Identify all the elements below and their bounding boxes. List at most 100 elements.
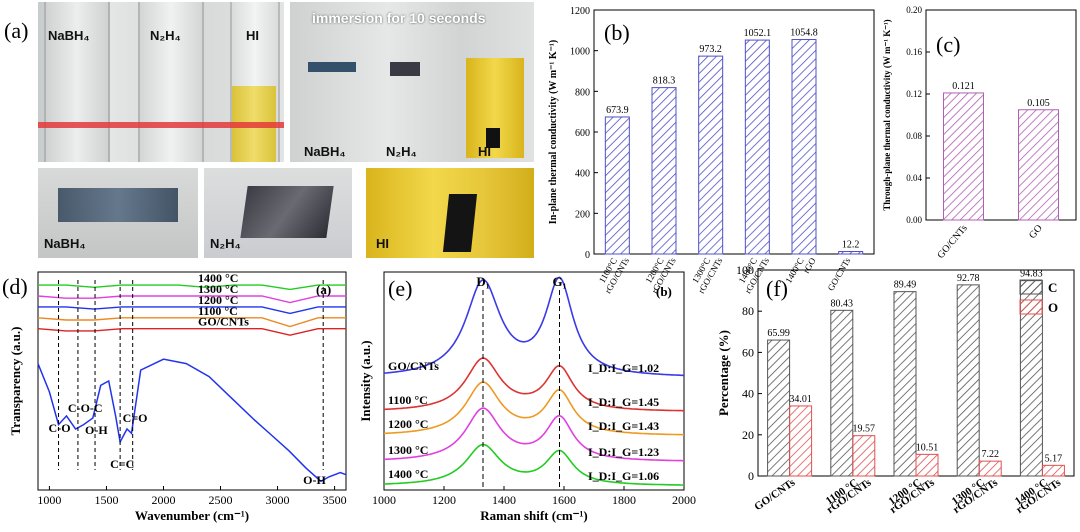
xtick-label: 1800 [612,493,636,507]
xtick-label: 1500 [94,493,118,507]
bar-value-label: 0.105 [1027,98,1050,109]
series-line [37,295,346,304]
xtick-label: 2000 [151,493,175,507]
chart-e: 1000 1200 1400 1600 1800 2000 GO/CNTs I_D:I_G=1… [358,271,696,523]
bar-value-label: 973.2 [699,44,722,55]
bar-value-label: 5.17 [1045,453,1063,464]
x-axis-label: Raman shift (cm⁻¹) [480,508,588,523]
ytick-label: 400 [575,169,590,180]
tube-label-n2h4: N₂H₄ [150,28,181,43]
bar-value-label: 19.57 [853,424,876,435]
y-axis-label: Through-plane thermal conductivity (W m⁻… [882,19,892,210]
immersion-title: immersion for 10 seconds [312,10,486,26]
ytick-label: 0.16 [906,47,922,57]
bar-f [852,435,876,477]
ytick-label: 1000 [570,47,590,58]
tube-label-hi: HI [246,28,259,43]
xtick-label: GO [1027,223,1045,241]
bar-value-label: 65.99 [767,328,790,339]
ratio-label: I_D:I_G=1.06 [588,469,659,483]
bar-c [943,92,984,221]
panel-label: (c) [936,32,960,57]
ratio-label: I_D:I_G=1.45 [588,395,659,409]
caption-n2h4: N₂H₄ [210,236,241,251]
panel-label: (b) [604,20,630,45]
annotation-label: C=O [123,411,148,425]
bar-b [838,251,864,255]
main-curve [37,358,347,483]
bar-value-label: 818.3 [653,76,676,87]
series-label: 1100 °C [388,393,428,407]
bar-value-label: 80.43 [831,298,854,309]
imm-label-n2h4: N₂H₄ [386,144,417,159]
bar-value-label: 673.9 [606,105,629,116]
xtick-label: 1400 [492,493,516,507]
raman-spectrum [383,357,684,412]
bar-value-label: 12.2 [842,240,860,251]
caption-nabh4: NaBH₄ [44,236,86,251]
annotation-label: O-H [303,473,326,487]
series-line [37,328,346,336]
peak-label: D₁ [476,274,489,289]
tube-n2h4 [138,2,204,162]
caption-hi: HI [376,236,389,251]
annotation-label: C=C [110,457,134,471]
ytick-label: 600 [575,128,590,139]
imm-label-hi: HI [478,144,491,159]
xtick-label: rGO [801,256,818,275]
bar-value-label: 1052.1 [744,28,772,39]
xtick-label: GO/CNTs [752,476,798,513]
ratio-label: I_D:I_G=1.02 [588,361,659,375]
ytick-label: 1200 [570,6,590,17]
ytick-label: 800 [575,87,590,98]
xtick-label: GO/CNTs [935,223,969,261]
ytick-label: 80 [742,304,754,318]
bar-f [893,291,917,477]
bar-value-label: 10.51 [916,442,939,453]
xtick-label: 1600 [552,493,576,507]
ytick-label: 200 [575,209,590,220]
ytick-label: 20 [742,428,754,442]
bar-value-label: 0.121 [952,81,975,92]
chart-b: 020040060080010001200673.91100°CrGO/CNTs… [548,6,875,295]
panel-label: (f) [766,276,788,301]
bar-f [915,453,939,477]
photo-bottom-nabh4: NaBH₄ [38,168,198,258]
ytick-label: 0.04 [906,173,922,183]
raman-spectrum [383,276,685,377]
series-label: 1400 °C [388,467,428,481]
bar-f [1041,464,1065,477]
legend-label: O [1048,300,1058,315]
ytick-label: 0 [748,469,754,483]
bar-value-label: 34.01 [789,394,812,405]
xtick-label: 1200 [432,493,456,507]
ytick-label: 100 [736,263,754,277]
xtick-label: 1000 [37,493,61,507]
series-label: GO/CNTs [198,315,249,329]
bar-f [767,339,791,477]
ytick-label: 0 [585,250,590,261]
bar-b [791,39,817,255]
series-line [37,317,346,328]
bar-f [789,405,813,477]
series-label: 1200 °C [388,417,428,431]
ratio-label: I_D:I_G=1.43 [588,419,659,433]
peak-label: G₁ [552,274,566,289]
corner-label: (a) [316,282,331,297]
bar-b [744,39,770,255]
y-axis-label: Transparency (a.u.) [8,327,23,436]
y-axis-label: Percentage (%) [716,330,731,416]
legend-label: C [1048,280,1057,295]
series-label: 1100 °C [198,304,238,318]
ratio-label: I_D:I_G=1.23 [588,445,659,459]
panel-label: (d) [2,274,28,299]
red-marker-line [38,122,284,128]
legend-swatch [1019,279,1043,295]
bar-value-label: 7.22 [981,449,999,460]
series-label: 1200 °C [198,293,238,307]
xtick-label: 3500 [323,493,347,507]
xtick-label: 1000 [372,493,396,507]
panel-a-label: (a) [4,18,29,43]
